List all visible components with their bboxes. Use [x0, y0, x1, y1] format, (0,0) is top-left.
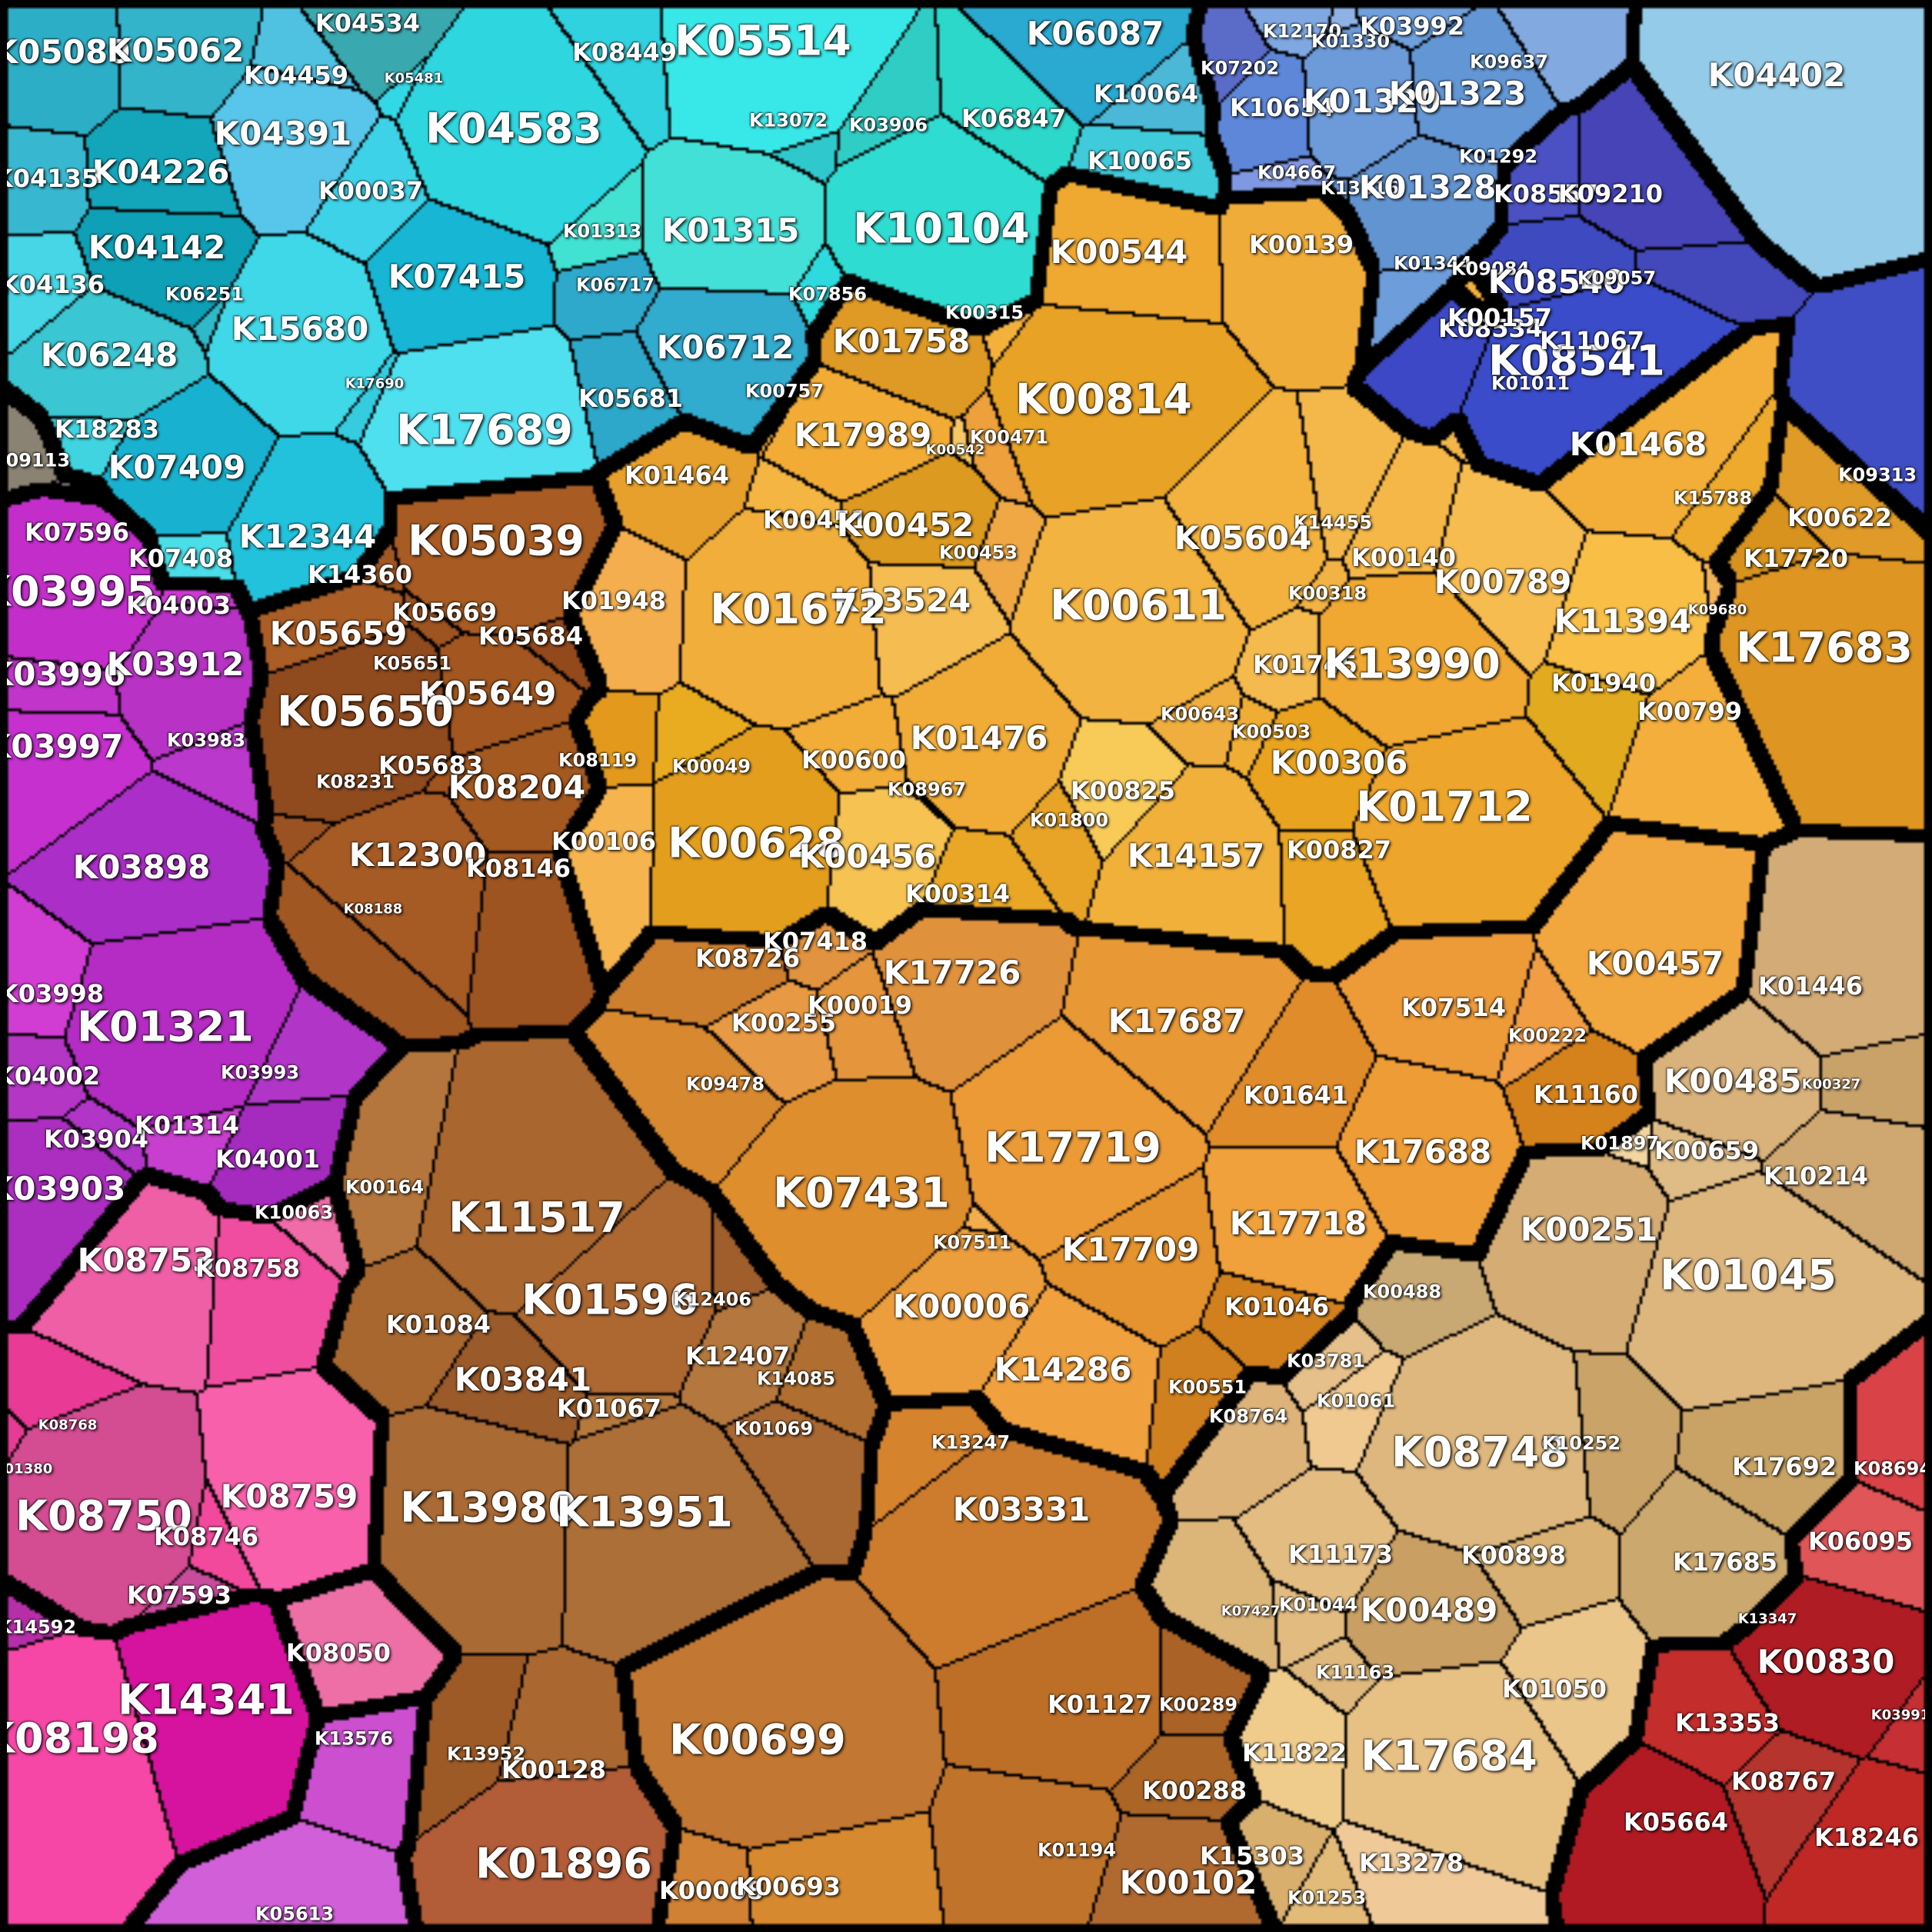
voronoi-treemap: K05080 K05062 K04534 K04459 K05481 K04391 K042…	[0, 0, 1932, 1932]
treemap-canvas[interactable]	[0, 0, 1932, 1932]
